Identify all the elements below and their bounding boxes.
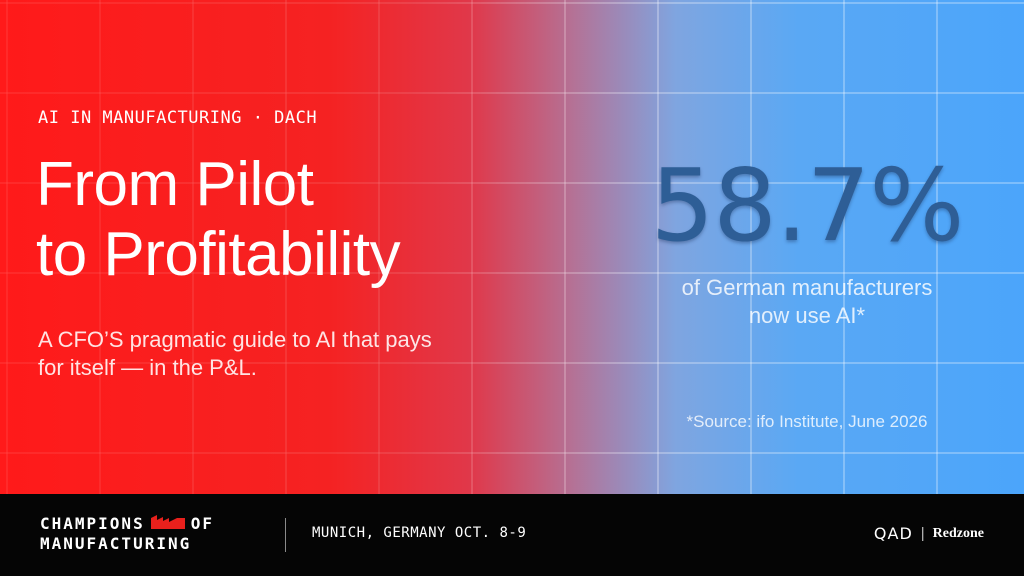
eyebrow-label: AI IN MANUFACTURING · DACH xyxy=(38,108,318,128)
footer-bar: CHAMPIONS OF MANUFACTURING MUNICH, GERMA… xyxy=(0,494,1024,576)
redzone-logo: Redzone xyxy=(932,525,984,541)
source-note: *Source: ifo Institute, June 2026 xyxy=(686,412,928,431)
background-grid xyxy=(0,0,1024,494)
event-location-date: MUNICH, GERMANY OCT. 8-9 xyxy=(312,525,527,541)
hero-banner: AI IN MANUFACTURING · DACH From Pilot to… xyxy=(0,0,1024,494)
subtitle: A CFO’S pragmatic guide to AI that pays … xyxy=(38,327,432,380)
footer-divider xyxy=(285,518,286,552)
qad-logo: QAD xyxy=(873,524,913,543)
headline-line-1: From Pilot xyxy=(36,150,314,219)
headline-line-2: to Profitability xyxy=(36,220,401,289)
brand-line-1: CHAMPIONS OF xyxy=(40,514,214,534)
stat-value: 58.7% xyxy=(650,147,965,264)
brand-word-champions: CHAMPIONS xyxy=(40,514,145,533)
headline: From Pilot to Profitability xyxy=(36,150,401,290)
event-brand-logo: CHAMPIONS OF MANUFACTURING xyxy=(40,514,214,554)
stat-block: 58.7% of German manufacturers now use AI… xyxy=(612,150,1002,330)
stat-caption-line-1: of German manufacturers xyxy=(681,275,933,300)
partner-logos: QAD | Redzone xyxy=(874,524,984,543)
brand-word-of: OF xyxy=(190,514,214,533)
partner-separator: | xyxy=(920,525,925,542)
brand-line-2: MANUFACTURING xyxy=(40,534,214,554)
red-factory-icon xyxy=(150,514,185,534)
brand-word-manufacturing: MANUFACTURING xyxy=(40,534,192,553)
stat-caption-line-2: now use AI* xyxy=(748,303,866,328)
stat-caption: of German manufacturers now use AI* xyxy=(612,274,1002,330)
